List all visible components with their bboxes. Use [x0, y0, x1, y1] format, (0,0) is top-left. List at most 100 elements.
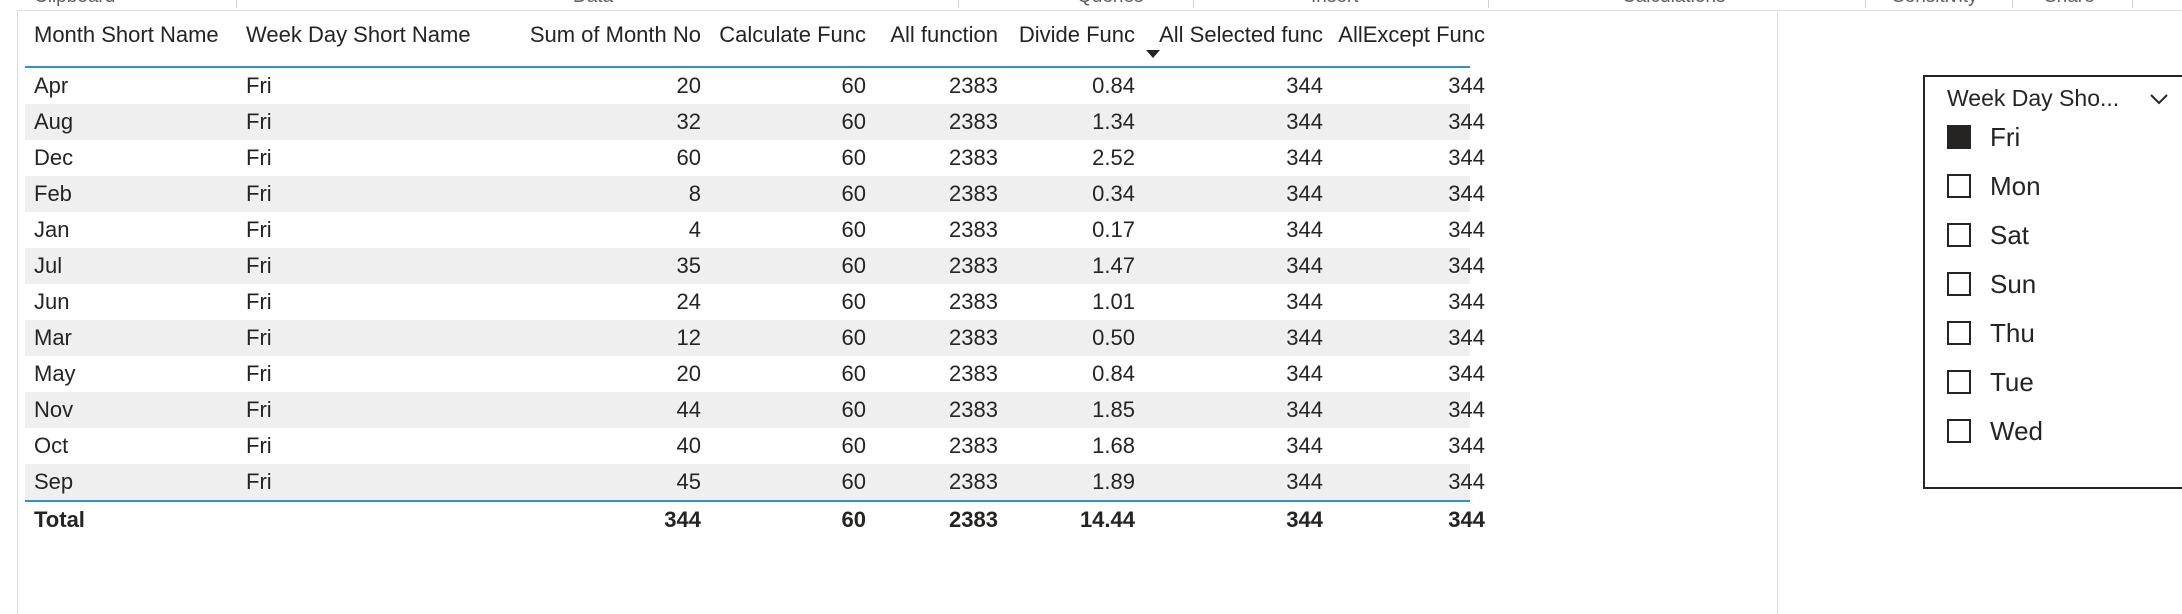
table-cell: 0.17	[1092, 217, 1135, 242]
total-cell: 344	[1286, 507, 1323, 532]
table-row[interactable]: Apr Fri 20 60 2383 0.84 344 344	[25, 68, 1485, 104]
ribbon-group-queries[interactable]: Queries	[1077, 0, 1144, 10]
table-cell: 60	[841, 289, 866, 314]
table-cell: 344	[1448, 217, 1485, 242]
ribbon-group-sensitivity[interactable]: Sensitivity	[1892, 0, 1978, 10]
table-cell: 2383	[949, 433, 998, 458]
table-row[interactable]: Jan Fri 4 60 2383 0.17 344 344	[25, 212, 1485, 248]
table-cell: 344	[1448, 325, 1485, 350]
table-row[interactable]: Feb Fri 8 60 2383 0.34 344 344	[25, 176, 1485, 212]
slicer-item-sat[interactable]: Sat	[1947, 217, 2167, 257]
week-day-slicer[interactable]: Week Day Sho... Fri Mon Sat Sun Thu Tue Wed	[1923, 75, 2182, 489]
slicer-item-label: Sun	[1990, 269, 2037, 299]
checkbox[interactable]	[1947, 321, 1971, 345]
table-cell: Fri	[246, 73, 272, 98]
table-cell: Fri	[246, 145, 272, 170]
column-header-allexcept-func[interactable]: AllExcept Func	[1338, 22, 1485, 47]
slicer-item-label: Fri	[1990, 122, 2021, 152]
table-row[interactable]: Jul Fri 35 60 2383 1.47 344 344	[25, 248, 1485, 284]
column-header-month-short-name[interactable]: Month Short Name	[34, 22, 219, 47]
table-cell: 344	[1286, 109, 1323, 134]
table-cell: 0.84	[1092, 361, 1135, 386]
table-cell: 344	[1286, 73, 1323, 98]
table-cell: 2383	[949, 397, 998, 422]
table-cell: Dec	[34, 145, 74, 170]
slicer-item-label: Mon	[1990, 171, 2041, 201]
table-cell: 24	[676, 289, 701, 314]
table-row[interactable]: Aug Fri 32 60 2383 1.34 344 344	[25, 104, 1485, 140]
ribbon-group-data[interactable]: Data	[573, 0, 613, 10]
checkbox[interactable]	[1947, 419, 1971, 443]
table-row[interactable]: May Fri 20 60 2383 0.84 344 344	[25, 356, 1485, 392]
table-cell: 8	[688, 181, 701, 206]
table-header-row: Month Short Name Week Day Short Name Sum…	[25, 14, 1485, 68]
table-row[interactable]: Jun Fri 24 60 2383 1.01 344 344	[25, 284, 1485, 320]
table-cell: 2383	[949, 109, 998, 134]
table-row[interactable]: Mar Fri 12 60 2383 0.50 344 344	[25, 320, 1485, 356]
column-header-sum-of-month-no[interactable]: Sum of Month No	[529, 22, 701, 47]
table-cell: 344	[1286, 217, 1323, 242]
table-cell: 2383	[949, 361, 998, 386]
column-header-all-function[interactable]: All function	[890, 22, 998, 47]
ribbon-group-share[interactable]: Share	[2044, 0, 2095, 10]
total-cell: 60	[841, 507, 866, 532]
table-cell: Sep	[34, 469, 74, 494]
slicer-item-fri[interactable]: Fri	[1947, 119, 2167, 159]
column-header-calculate-func[interactable]: Calculate Func	[719, 22, 866, 47]
table-cell: 344	[1286, 289, 1323, 314]
table-cell: 1.68	[1092, 433, 1135, 458]
table-row[interactable]: Nov Fri 44 60 2383 1.85 344 344	[25, 392, 1485, 428]
table-cell: 2.52	[1092, 145, 1135, 170]
slicer-item-tue[interactable]: Tue	[1947, 364, 2167, 404]
table-cell: 344	[1286, 397, 1323, 422]
table-row[interactable]: Dec Fri 60 60 2383 2.52 344 344	[25, 140, 1485, 176]
table-row[interactable]: Oct Fri 40 60 2383 1.68 344 344	[25, 428, 1485, 464]
checkbox[interactable]	[1947, 223, 1971, 247]
table-cell: 344	[1286, 253, 1323, 278]
total-cell: 344	[1448, 507, 1485, 532]
table-cell: 344	[1448, 253, 1485, 278]
ribbon-group-insert[interactable]: Insert	[1311, 0, 1359, 10]
table-cell: 35	[676, 253, 701, 278]
ribbon-group-clipboard[interactable]: Clipboard	[34, 0, 115, 10]
ribbon-separator	[1865, 0, 1866, 8]
column-header-divide-func[interactable]: Divide Func	[1018, 22, 1135, 47]
slicer-item-sun[interactable]: Sun	[1947, 266, 2167, 306]
table-cell: 0.50	[1092, 325, 1135, 350]
table-cell: 2383	[949, 469, 998, 494]
column-header-all-selected-func[interactable]: All Selected func	[1159, 22, 1323, 47]
checkbox[interactable]	[1947, 174, 1971, 198]
table-cell: 1.47	[1092, 253, 1135, 278]
table-cell: Fri	[246, 181, 272, 206]
table-cell: 344	[1448, 73, 1485, 98]
table-cell: 60	[676, 145, 701, 170]
slicer-item-wed[interactable]: Wed	[1947, 413, 2167, 453]
table-cell: 60	[841, 361, 866, 386]
table-cell: Apr	[34, 73, 69, 98]
checkbox[interactable]	[1947, 272, 1971, 296]
table-cell: 344	[1286, 325, 1323, 350]
table-cell: 40	[676, 433, 701, 458]
total-cell: 2383	[949, 507, 998, 532]
table-cell: 44	[676, 397, 701, 422]
checkbox[interactable]	[1947, 370, 1971, 394]
table-cell: 344	[1448, 469, 1485, 494]
table-row[interactable]: Sep Fri 45 60 2383 1.89 344 344	[25, 464, 1485, 500]
table-cell: Fri	[246, 433, 272, 458]
table-cell: Aug	[34, 109, 74, 134]
table-cell: 60	[841, 181, 866, 206]
table-cell: 12	[676, 325, 701, 350]
ribbon-separator	[1488, 0, 1489, 8]
table-total-row: Total 344 60 2383 14.44 344 344	[25, 500, 1485, 538]
chevron-down-icon[interactable]	[2147, 87, 2171, 111]
checkbox[interactable]	[1947, 125, 1971, 149]
sort-descending-icon[interactable]	[1146, 50, 1160, 58]
total-cell: 14.44	[1079, 507, 1135, 532]
table-visual[interactable]: Month Short Name Week Day Short Name Sum…	[25, 14, 1485, 538]
table-cell: 20	[676, 73, 701, 98]
ribbon-group-calculations[interactable]: Calculations	[1622, 0, 1726, 10]
table-cell: 60	[841, 469, 866, 494]
slicer-item-thu[interactable]: Thu	[1947, 315, 2167, 355]
slicer-item-mon[interactable]: Mon	[1947, 168, 2167, 208]
column-header-week-day-short-name[interactable]: Week Day Short Name	[246, 22, 471, 47]
